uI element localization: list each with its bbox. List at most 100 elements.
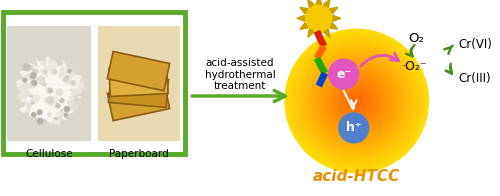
Circle shape: [72, 105, 76, 108]
Circle shape: [60, 110, 62, 111]
Circle shape: [42, 61, 45, 64]
Circle shape: [48, 89, 52, 93]
Circle shape: [53, 70, 57, 74]
Circle shape: [68, 101, 70, 102]
Circle shape: [306, 51, 407, 151]
Circle shape: [339, 113, 368, 143]
Circle shape: [352, 96, 362, 106]
Circle shape: [44, 74, 48, 77]
Circle shape: [322, 67, 391, 135]
Polygon shape: [18, 64, 80, 122]
Circle shape: [56, 89, 62, 95]
Polygon shape: [333, 15, 341, 21]
Text: Cr(III): Cr(III): [458, 72, 491, 84]
FancyBboxPatch shape: [109, 66, 168, 96]
Polygon shape: [308, 29, 314, 37]
FancyBboxPatch shape: [7, 26, 90, 141]
Circle shape: [23, 78, 26, 82]
Circle shape: [38, 77, 44, 83]
Circle shape: [300, 44, 414, 158]
Circle shape: [52, 97, 59, 104]
Circle shape: [30, 95, 32, 97]
Circle shape: [285, 29, 428, 173]
Circle shape: [68, 70, 71, 73]
Circle shape: [30, 73, 36, 78]
Circle shape: [317, 62, 396, 141]
Circle shape: [296, 40, 418, 162]
Polygon shape: [323, 0, 330, 8]
Circle shape: [30, 81, 36, 87]
Circle shape: [32, 69, 38, 74]
Circle shape: [46, 87, 52, 94]
Circle shape: [38, 58, 41, 61]
Circle shape: [32, 113, 36, 117]
Circle shape: [301, 45, 412, 157]
Text: O₂: O₂: [408, 32, 424, 45]
Text: ·O₂⁻: ·O₂⁻: [402, 60, 427, 73]
Text: acid-HTCC: acid-HTCC: [313, 169, 400, 184]
Text: Paperboard: Paperboard: [108, 149, 168, 159]
Circle shape: [29, 66, 32, 69]
Circle shape: [20, 103, 24, 106]
Circle shape: [58, 60, 62, 65]
Circle shape: [56, 104, 60, 108]
Circle shape: [38, 110, 42, 115]
Circle shape: [306, 5, 332, 31]
Circle shape: [65, 76, 68, 79]
Circle shape: [28, 104, 30, 106]
Circle shape: [324, 69, 389, 133]
Circle shape: [335, 79, 378, 122]
Circle shape: [329, 59, 358, 89]
Polygon shape: [323, 29, 330, 37]
FancyBboxPatch shape: [98, 26, 180, 141]
Circle shape: [303, 47, 410, 155]
Circle shape: [342, 87, 371, 115]
Circle shape: [334, 78, 380, 124]
Polygon shape: [26, 69, 73, 121]
Circle shape: [48, 100, 54, 105]
Circle shape: [346, 90, 368, 112]
Circle shape: [339, 83, 374, 119]
Circle shape: [78, 83, 84, 89]
Circle shape: [54, 97, 57, 101]
Text: Cr(VI): Cr(VI): [458, 38, 492, 51]
Circle shape: [44, 66, 50, 71]
Circle shape: [72, 104, 77, 110]
Circle shape: [64, 113, 68, 117]
Circle shape: [32, 80, 37, 85]
Circle shape: [330, 74, 384, 128]
Circle shape: [58, 90, 62, 94]
FancyBboxPatch shape: [108, 81, 170, 121]
Circle shape: [65, 109, 68, 112]
Text: acid-assisted
hydrothermal
treatment: acid-assisted hydrothermal treatment: [204, 58, 276, 91]
Polygon shape: [308, 0, 314, 8]
Circle shape: [298, 42, 416, 160]
Circle shape: [321, 65, 392, 137]
Circle shape: [290, 35, 423, 167]
FancyBboxPatch shape: [108, 75, 168, 107]
Circle shape: [53, 120, 57, 124]
Circle shape: [24, 64, 30, 71]
Circle shape: [74, 95, 80, 101]
Circle shape: [50, 60, 54, 65]
Circle shape: [58, 116, 61, 119]
Circle shape: [304, 49, 408, 153]
Circle shape: [350, 94, 364, 108]
Circle shape: [32, 95, 40, 102]
Circle shape: [44, 98, 48, 102]
Circle shape: [64, 78, 68, 82]
Circle shape: [64, 106, 70, 112]
FancyBboxPatch shape: [3, 12, 186, 154]
Circle shape: [286, 31, 426, 171]
Text: Cellulose: Cellulose: [25, 149, 72, 159]
Circle shape: [340, 85, 373, 117]
Polygon shape: [300, 7, 308, 14]
Circle shape: [319, 63, 394, 139]
Circle shape: [353, 97, 360, 105]
Circle shape: [60, 98, 64, 103]
Circle shape: [71, 81, 75, 85]
Polygon shape: [300, 23, 308, 29]
FancyArrowPatch shape: [444, 46, 452, 54]
Circle shape: [44, 71, 46, 74]
Polygon shape: [297, 15, 305, 21]
